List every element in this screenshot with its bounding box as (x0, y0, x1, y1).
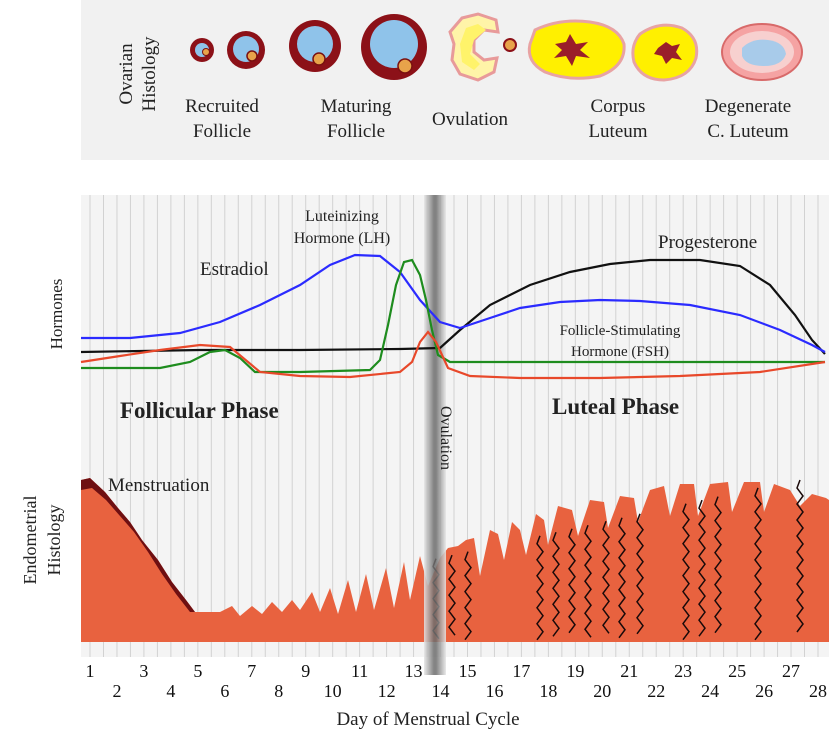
day-tick-label: 15 (458, 661, 476, 681)
gland-squiggle (568, 528, 576, 634)
day-tick-label: 5 (193, 661, 202, 681)
stage-label-corpus-line2: Luteum (588, 121, 647, 142)
day-tick-label: 4 (166, 681, 175, 701)
day-axis-odd-row: 1 3 5 7 9 11 13 15 17 19 21 23 25 27 (86, 661, 801, 681)
luteal-phase-label: Luteal Phase (552, 394, 679, 419)
estradiol-label: Estradiol (200, 259, 269, 280)
lh-label-line1: Luteinizing (305, 208, 379, 225)
gland-squiggle (682, 503, 690, 641)
day-tick-label: 26 (755, 681, 773, 701)
estradiol-curve (81, 253, 826, 353)
gland-squiggle (584, 524, 592, 638)
day-tick-label: 9 (301, 661, 310, 681)
day-tick-label: 10 (324, 681, 342, 701)
day-tick-label: 28 (809, 681, 827, 701)
menstruation-label: Menstruation (108, 475, 210, 496)
maturing-follicle-icon (289, 14, 427, 80)
endometrial-tissue (81, 478, 829, 642)
progesterone-label: Progesterone (658, 232, 757, 253)
gland-squiggle (602, 521, 610, 634)
gland-squiggle (796, 479, 804, 633)
stage-label-degenerate-line1: Degenerate (705, 96, 792, 117)
stage-label-recruited-line2: Follicle (193, 121, 251, 142)
gland-squiggle (448, 554, 456, 636)
ovarian-axis-label-line2: Histology (139, 36, 160, 111)
day-tick-label: 16 (485, 681, 503, 701)
day-tick-label: 27 (782, 661, 800, 681)
day-tick-label: 8 (274, 681, 283, 701)
follicular-phase-label: Follicular Phase (120, 398, 279, 423)
endometrial-axis-label-line1: Endometrial (20, 496, 40, 585)
stage-label-maturing-line1: Maturing (321, 96, 392, 117)
progesterone-curve (80, 258, 826, 355)
ovarian-axis-label-line1: Ovarian (116, 43, 137, 105)
endometrial-axis-label-line2: Histology (44, 504, 64, 575)
day-tick-label: 2 (112, 681, 121, 701)
gland-squiggle (536, 535, 544, 641)
gland-squiggle (618, 517, 626, 639)
day-tick-label: 13 (405, 661, 423, 681)
day-tick-label: 25 (728, 661, 746, 681)
stage-label-recruited-line1: Recruited (185, 96, 259, 117)
gland-squiggle (754, 487, 762, 641)
day-tick-label: 24 (701, 681, 719, 701)
stage-label-degenerate-line2: C. Luteum (707, 121, 788, 142)
ovulation-follicle-icon (448, 12, 517, 82)
day-tick-label: 20 (593, 681, 611, 701)
gland-squiggle (552, 532, 560, 637)
endometrial-glands (432, 479, 804, 641)
day-axis-even-row: 2 4 6 8 10 12 14 16 18 20 22 24 26 28 (112, 681, 827, 701)
fsh-curve (80, 330, 826, 380)
day-tick-label: 11 (351, 661, 368, 681)
day-tick-label: 19 (566, 661, 584, 681)
degenerate-corpus-luteum-icon (721, 23, 803, 81)
day-tick-label: 14 (432, 681, 450, 701)
menstruation-dark-edge (81, 478, 195, 612)
lh-curve (81, 258, 825, 374)
day-tick-label: 7 (247, 661, 256, 681)
stage-label-corpus-line1: Corpus (591, 96, 646, 117)
fsh-label-line2: Hormone (FSH) (571, 344, 669, 360)
gland-squiggle (698, 499, 706, 637)
day-tick-label: 6 (220, 681, 229, 701)
lh-label-line2: Hormone (LH) (294, 230, 390, 247)
gland-squiggle (714, 496, 722, 634)
stage-label-maturing-line2: Follicle (327, 121, 385, 142)
day-tick-label: 3 (139, 661, 148, 681)
corpus-luteum-icon (527, 19, 699, 82)
hormones-axis-label: Hormones (47, 279, 66, 350)
stage-label-ovulation: Ovulation (432, 109, 508, 130)
day-tick-label: 21 (620, 661, 638, 681)
day-axis-title: Day of Menstrual Cycle (336, 709, 519, 730)
recruited-follicle-icon (190, 31, 265, 69)
gland-squiggle (464, 551, 472, 641)
fsh-label-line1: Follicle-Stimulating (560, 323, 681, 339)
day-tick-label: 18 (539, 681, 557, 701)
day-tick-label: 22 (647, 681, 665, 701)
day-tick-label: 12 (378, 681, 396, 701)
day-tick-label: 17 (512, 661, 530, 681)
day-tick-label: 23 (674, 661, 692, 681)
ovulation-band-label: Ovulation (437, 406, 454, 470)
day-tick-label: 1 (86, 661, 95, 681)
gland-squiggle (636, 513, 644, 635)
